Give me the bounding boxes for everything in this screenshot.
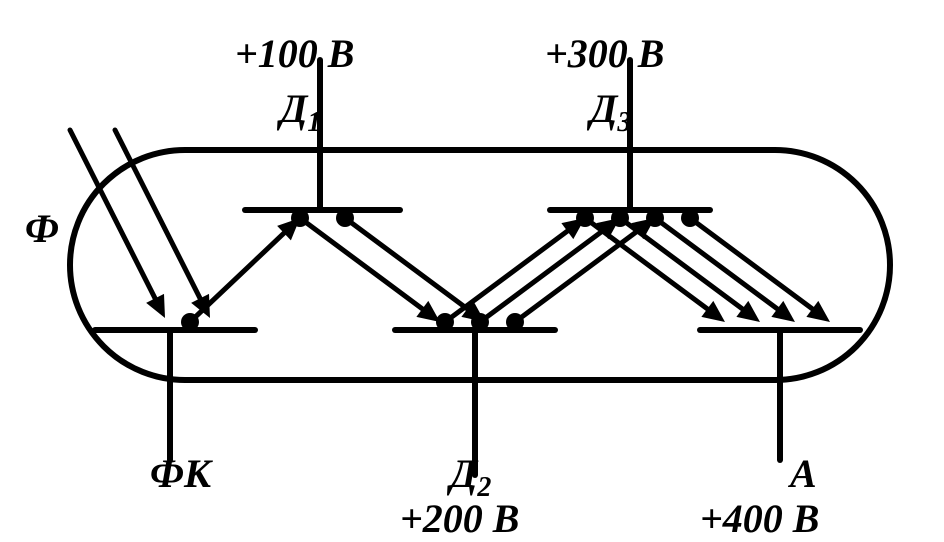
label-a-name: А [790,450,817,497]
label-phi: Ф [25,205,59,252]
label-d1-voltage: +100 В [235,30,354,77]
label-d1-name: Д1 [280,85,321,139]
label-fk-name: ФК [150,450,211,497]
label-d3-name: Д3 [590,85,631,139]
label-d3-voltage: +300 В [545,30,664,77]
label-a-voltage: +400 В [700,495,819,542]
label-d2-voltage: +200 В [400,495,519,542]
